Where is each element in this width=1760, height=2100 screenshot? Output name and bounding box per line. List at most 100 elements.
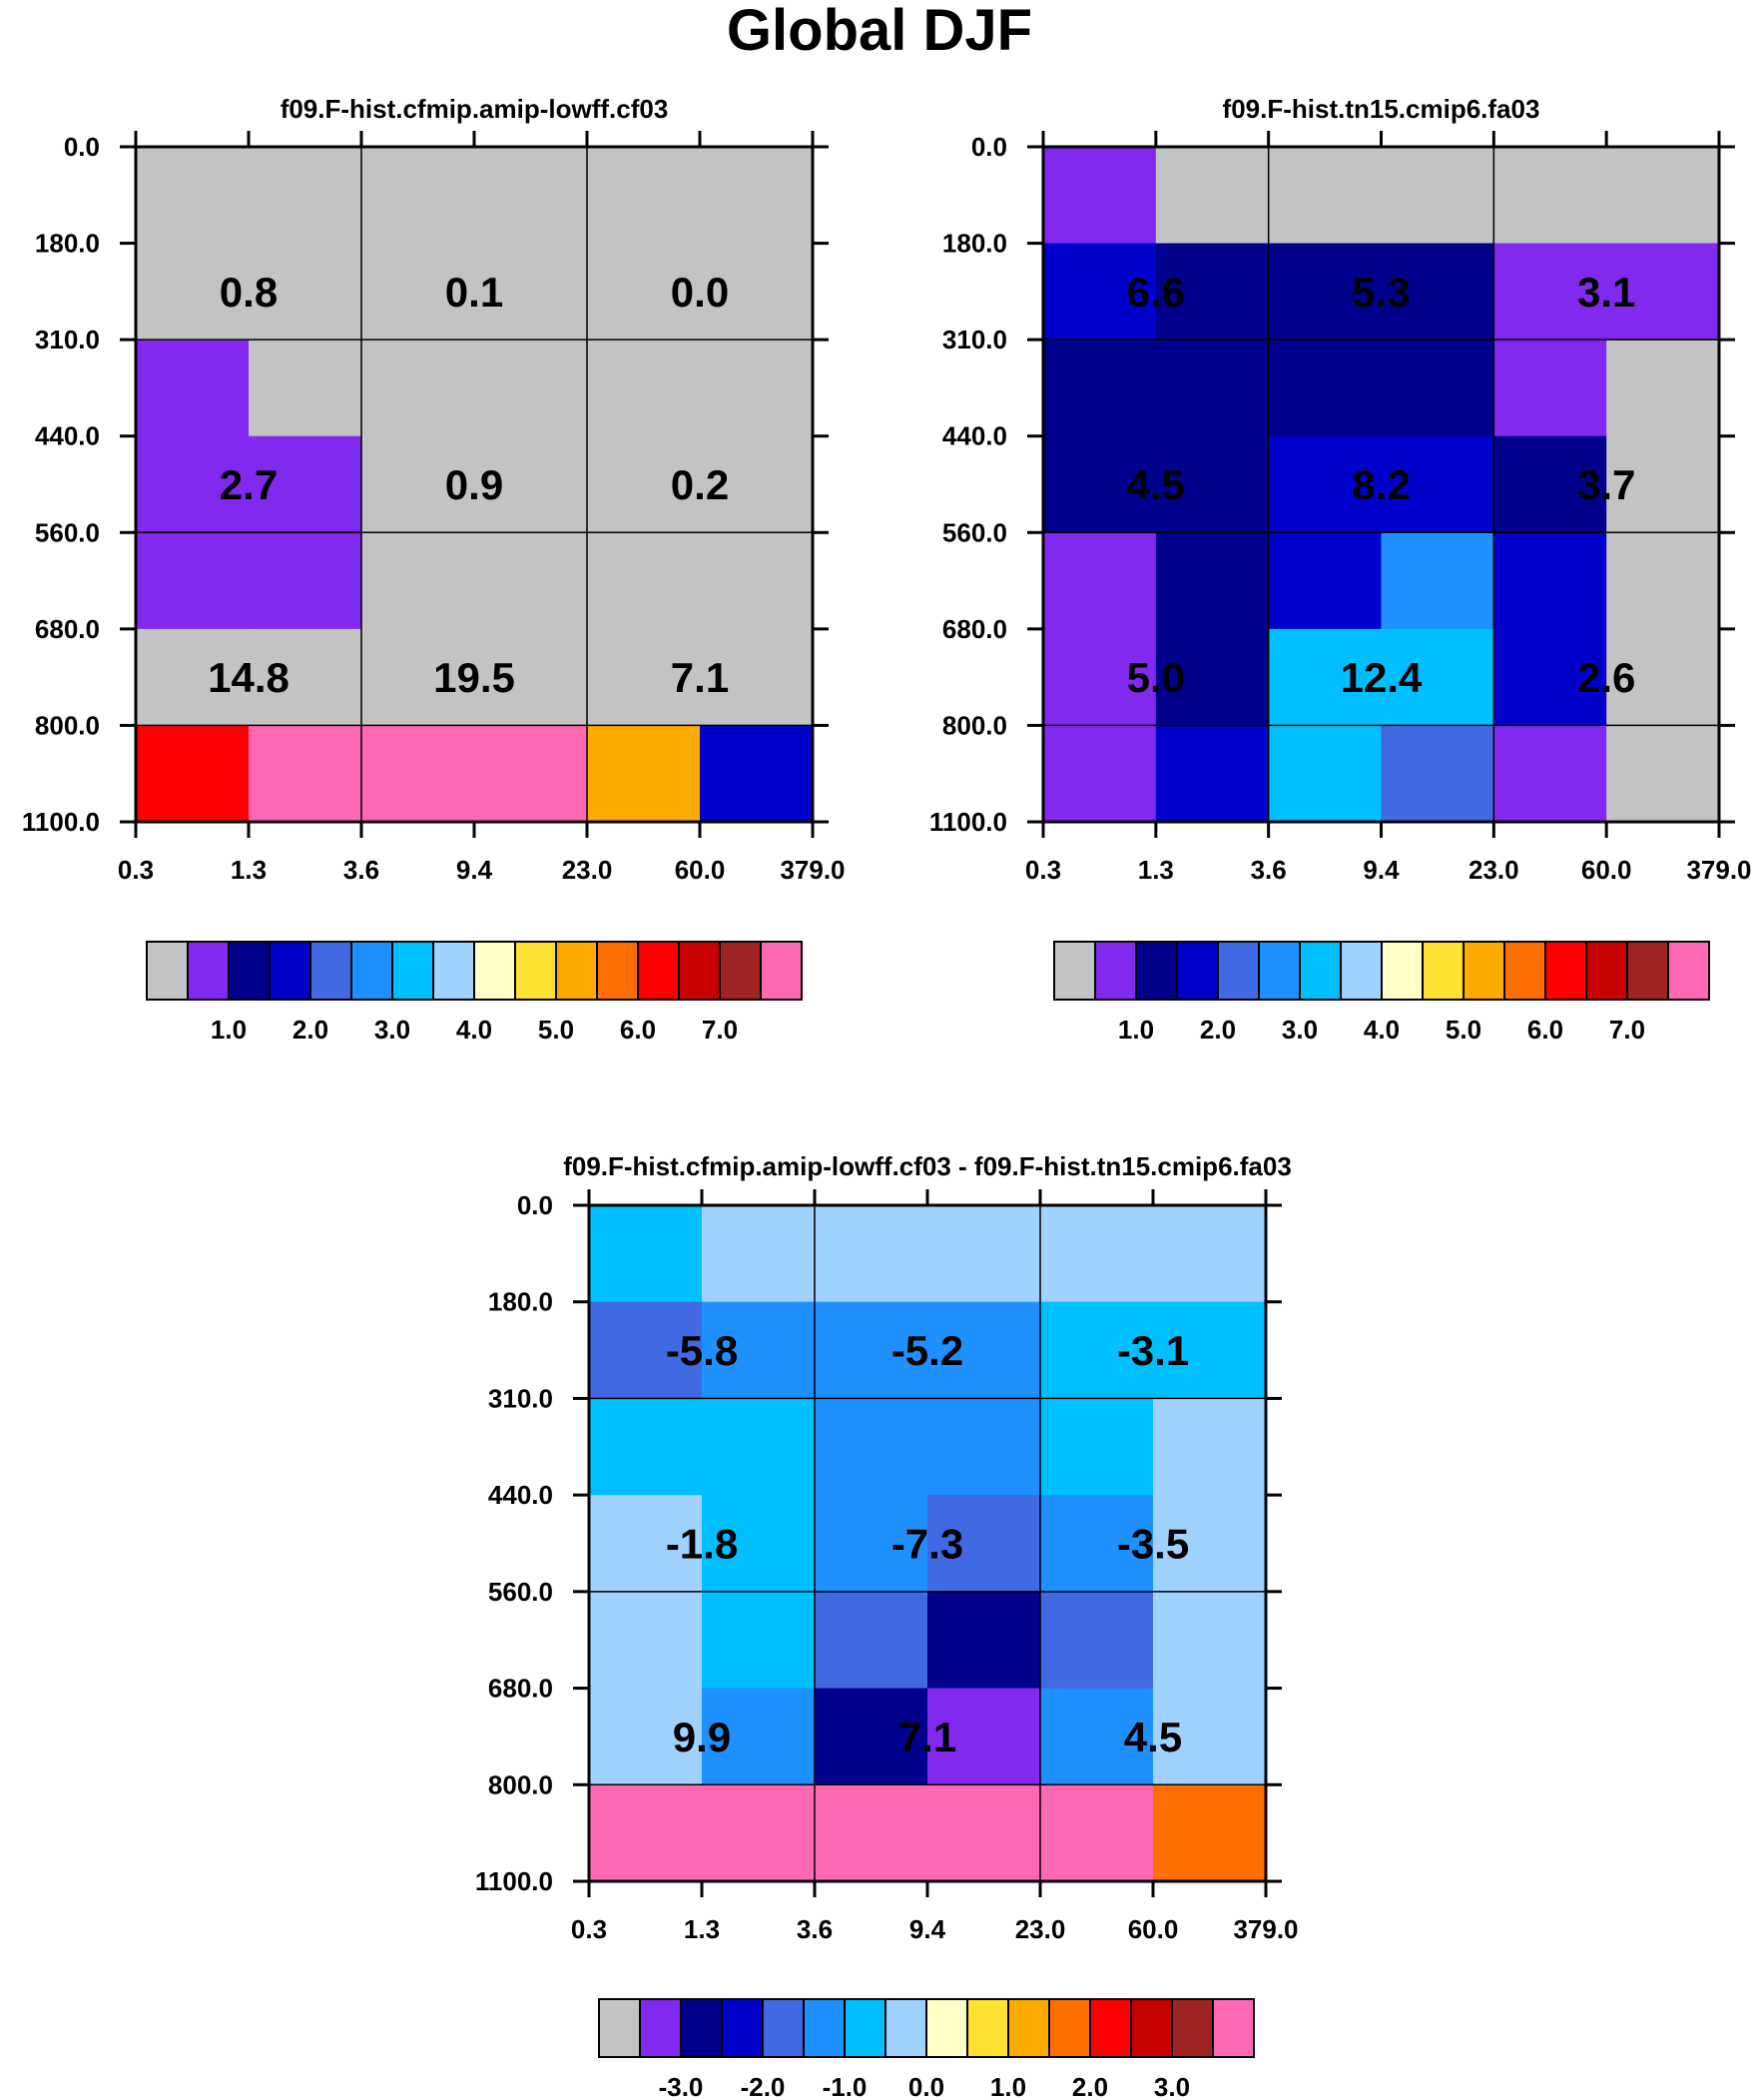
heatmap-cell bbox=[474, 628, 588, 727]
colorbar-tick-label: 0.0 bbox=[908, 2072, 944, 2100]
heatmap-cell bbox=[1381, 435, 1494, 533]
colorbar-tick-label: 3.0 bbox=[1154, 2072, 1190, 2100]
heatmap-cell bbox=[1153, 1784, 1267, 1882]
colorbar-swatch bbox=[1422, 941, 1465, 1001]
colorbar-swatch bbox=[844, 1998, 886, 2058]
colorbar-swatch bbox=[678, 941, 721, 1001]
heatmap-cell bbox=[587, 532, 701, 630]
y-tick-label: 800.0 bbox=[488, 1769, 553, 1799]
colorbar: 1.0 2.0 3.0 4.0 5.0 6.0 7.0 bbox=[146, 941, 803, 1045]
heatmap-cell bbox=[1040, 1495, 1154, 1593]
heatmap-cell bbox=[589, 1205, 703, 1303]
x-tick-label: 23.0 bbox=[562, 855, 613, 885]
heatmap-cell bbox=[474, 532, 588, 630]
heatmap-cell bbox=[361, 532, 475, 630]
cell-annotation: -3.1 bbox=[1117, 1327, 1189, 1374]
heatmap-cell bbox=[927, 1591, 1041, 1690]
x-tick-label: 60.0 bbox=[1581, 855, 1632, 885]
y-tick-label: 1100.0 bbox=[929, 807, 1007, 837]
cell-annotation: 12.4 bbox=[1341, 654, 1423, 701]
colorbar-swatch bbox=[1048, 1998, 1091, 2058]
heatmap-cell bbox=[1040, 1205, 1154, 1303]
heatmap-cell bbox=[927, 1495, 1041, 1593]
colorbar-tick-label: 2.0 bbox=[1200, 1015, 1236, 1045]
heatmap-cell bbox=[1153, 1495, 1267, 1593]
colorbar-swatch bbox=[350, 941, 393, 1001]
colorbar-swatch bbox=[1258, 941, 1301, 1001]
heatmap-cell bbox=[587, 147, 701, 245]
y-tick-label: 0.0 bbox=[517, 1190, 553, 1220]
heatmap-cell bbox=[702, 1205, 816, 1303]
cell-annotation: -3.5 bbox=[1117, 1521, 1189, 1568]
heatmap-cell bbox=[1040, 1301, 1154, 1400]
colorbar-swatch bbox=[719, 941, 762, 1001]
colorbar-swatch bbox=[187, 941, 230, 1001]
heatmap-cell bbox=[1268, 725, 1383, 823]
heatmap-cell bbox=[702, 1398, 816, 1496]
heatmap-cell bbox=[1493, 532, 1607, 630]
heatmap-cell bbox=[1381, 340, 1494, 437]
heatmap-cell bbox=[1043, 725, 1157, 823]
heatmap-cell bbox=[249, 725, 362, 823]
heatmap-cell bbox=[587, 725, 701, 823]
colorbar-swatch bbox=[1217, 941, 1260, 1001]
y-tick-label: 1100.0 bbox=[22, 807, 100, 837]
colorbar-tick-label: 1.0 bbox=[990, 2072, 1026, 2100]
cell-annotation: 4.5 bbox=[1124, 1714, 1182, 1760]
y-tick-label: 0.0 bbox=[64, 132, 100, 162]
colorbar-swatch bbox=[1130, 1998, 1173, 2058]
y-tick-label: 440.0 bbox=[35, 421, 100, 451]
cell-annotation: -5.2 bbox=[891, 1327, 963, 1374]
y-tick-label: 180.0 bbox=[942, 229, 1007, 259]
heatmap-cell bbox=[702, 1784, 816, 1882]
y-tick-label: 680.0 bbox=[488, 1674, 553, 1704]
heatmap-cell bbox=[700, 243, 814, 341]
cell-annotation: 2.7 bbox=[220, 461, 278, 508]
colorbar-swatch bbox=[1667, 941, 1710, 1001]
cell-annotation: 2.6 bbox=[1577, 654, 1635, 701]
colorbar-swatch bbox=[1089, 1998, 1132, 2058]
cell-annotation: 14.8 bbox=[208, 654, 290, 701]
heatmap-cell bbox=[136, 340, 250, 437]
heatmap-cell bbox=[474, 435, 588, 533]
colorbar-swatch bbox=[721, 1998, 764, 2058]
heatmap-cell bbox=[702, 1688, 816, 1785]
colorbar-swatch bbox=[555, 941, 598, 1001]
y-tick-label: 680.0 bbox=[942, 614, 1007, 644]
heatmap-cell bbox=[1381, 243, 1494, 341]
colorbar-tick-label: 7.0 bbox=[1609, 1015, 1645, 1045]
heatmap-cell bbox=[927, 1784, 1041, 1882]
colorbar-swatch bbox=[514, 941, 557, 1001]
x-tick-label: 379.0 bbox=[780, 855, 845, 885]
heatmap-cell bbox=[1381, 725, 1494, 823]
colorbar-tick-label: 6.0 bbox=[1527, 1015, 1563, 1045]
colorbar-swatch bbox=[680, 1998, 723, 2058]
heatmap-cell bbox=[587, 243, 701, 341]
x-tick-label: 0.3 bbox=[1025, 855, 1061, 885]
heatmap-cell bbox=[702, 1301, 816, 1400]
heatmap-cell bbox=[702, 1495, 816, 1593]
heatmap-cell bbox=[700, 340, 814, 437]
cell-annotation: -7.3 bbox=[891, 1521, 963, 1568]
heatmap-cell bbox=[361, 147, 475, 245]
cell-annotation: 4.5 bbox=[1127, 461, 1185, 508]
colorbar: -3.0 -2.0 -1.0 0.0 1.0 2.0 3.0 bbox=[598, 1998, 1255, 2100]
heatmap-cell bbox=[474, 243, 588, 341]
heatmap-cell bbox=[1493, 725, 1607, 823]
heatmap-cell bbox=[474, 725, 588, 823]
heatmap-cell bbox=[587, 628, 701, 727]
heatmap-cell bbox=[1268, 532, 1383, 630]
colorbar-tick-label: 3.0 bbox=[1282, 1015, 1318, 1045]
x-tick-label: 0.3 bbox=[118, 855, 154, 885]
heatmap-cell bbox=[927, 1301, 1041, 1400]
heatmap-cell bbox=[815, 1784, 928, 1882]
heatmap-cell bbox=[815, 1205, 928, 1303]
y-tick-label: 800.0 bbox=[35, 710, 100, 740]
colorbar-swatch bbox=[432, 941, 475, 1001]
heatmap-cell bbox=[249, 532, 362, 630]
heatmap-cell bbox=[1153, 1205, 1267, 1303]
heatmap-cell bbox=[136, 243, 250, 341]
heatmap-cell bbox=[927, 1398, 1041, 1496]
y-tick-label: 560.0 bbox=[488, 1577, 553, 1607]
